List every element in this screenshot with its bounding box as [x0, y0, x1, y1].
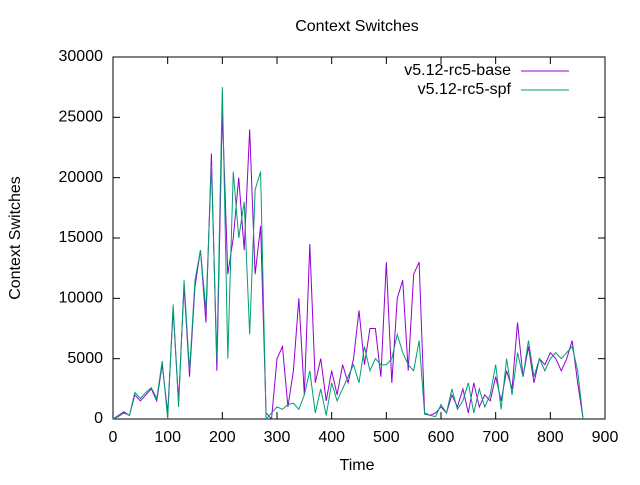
x-tick-label: 900 — [592, 429, 619, 446]
x-axis-label: Time — [340, 457, 375, 474]
x-tick-label: 700 — [482, 429, 509, 446]
x-tick-label: 300 — [264, 429, 291, 446]
y-tick-label: 5000 — [67, 350, 103, 367]
chart-title: Context Switches — [295, 18, 419, 35]
x-tick-label: 600 — [428, 429, 455, 446]
y-tick-label: 15000 — [59, 229, 104, 246]
x-tick-label: 200 — [209, 429, 236, 446]
y-tick-label: 0 — [94, 410, 103, 427]
y-axis-label: Context Switches — [7, 176, 24, 300]
y-tick-label: 30000 — [59, 48, 104, 65]
legend-label: v5.12-rc5-spf — [418, 81, 512, 98]
series-line — [112, 87, 584, 421]
x-tick-label: 100 — [154, 429, 181, 446]
y-tick-label: 20000 — [59, 169, 104, 186]
x-tick-label: 500 — [373, 429, 400, 446]
legend-label: v5.12-rc5-base — [404, 62, 511, 79]
x-tick-label: 400 — [318, 429, 345, 446]
y-tick-label: 10000 — [59, 290, 104, 307]
y-tick-label: 25000 — [59, 109, 104, 126]
series-line — [112, 111, 584, 421]
x-tick-label: 0 — [109, 429, 118, 446]
x-tick-label: 800 — [537, 429, 564, 446]
